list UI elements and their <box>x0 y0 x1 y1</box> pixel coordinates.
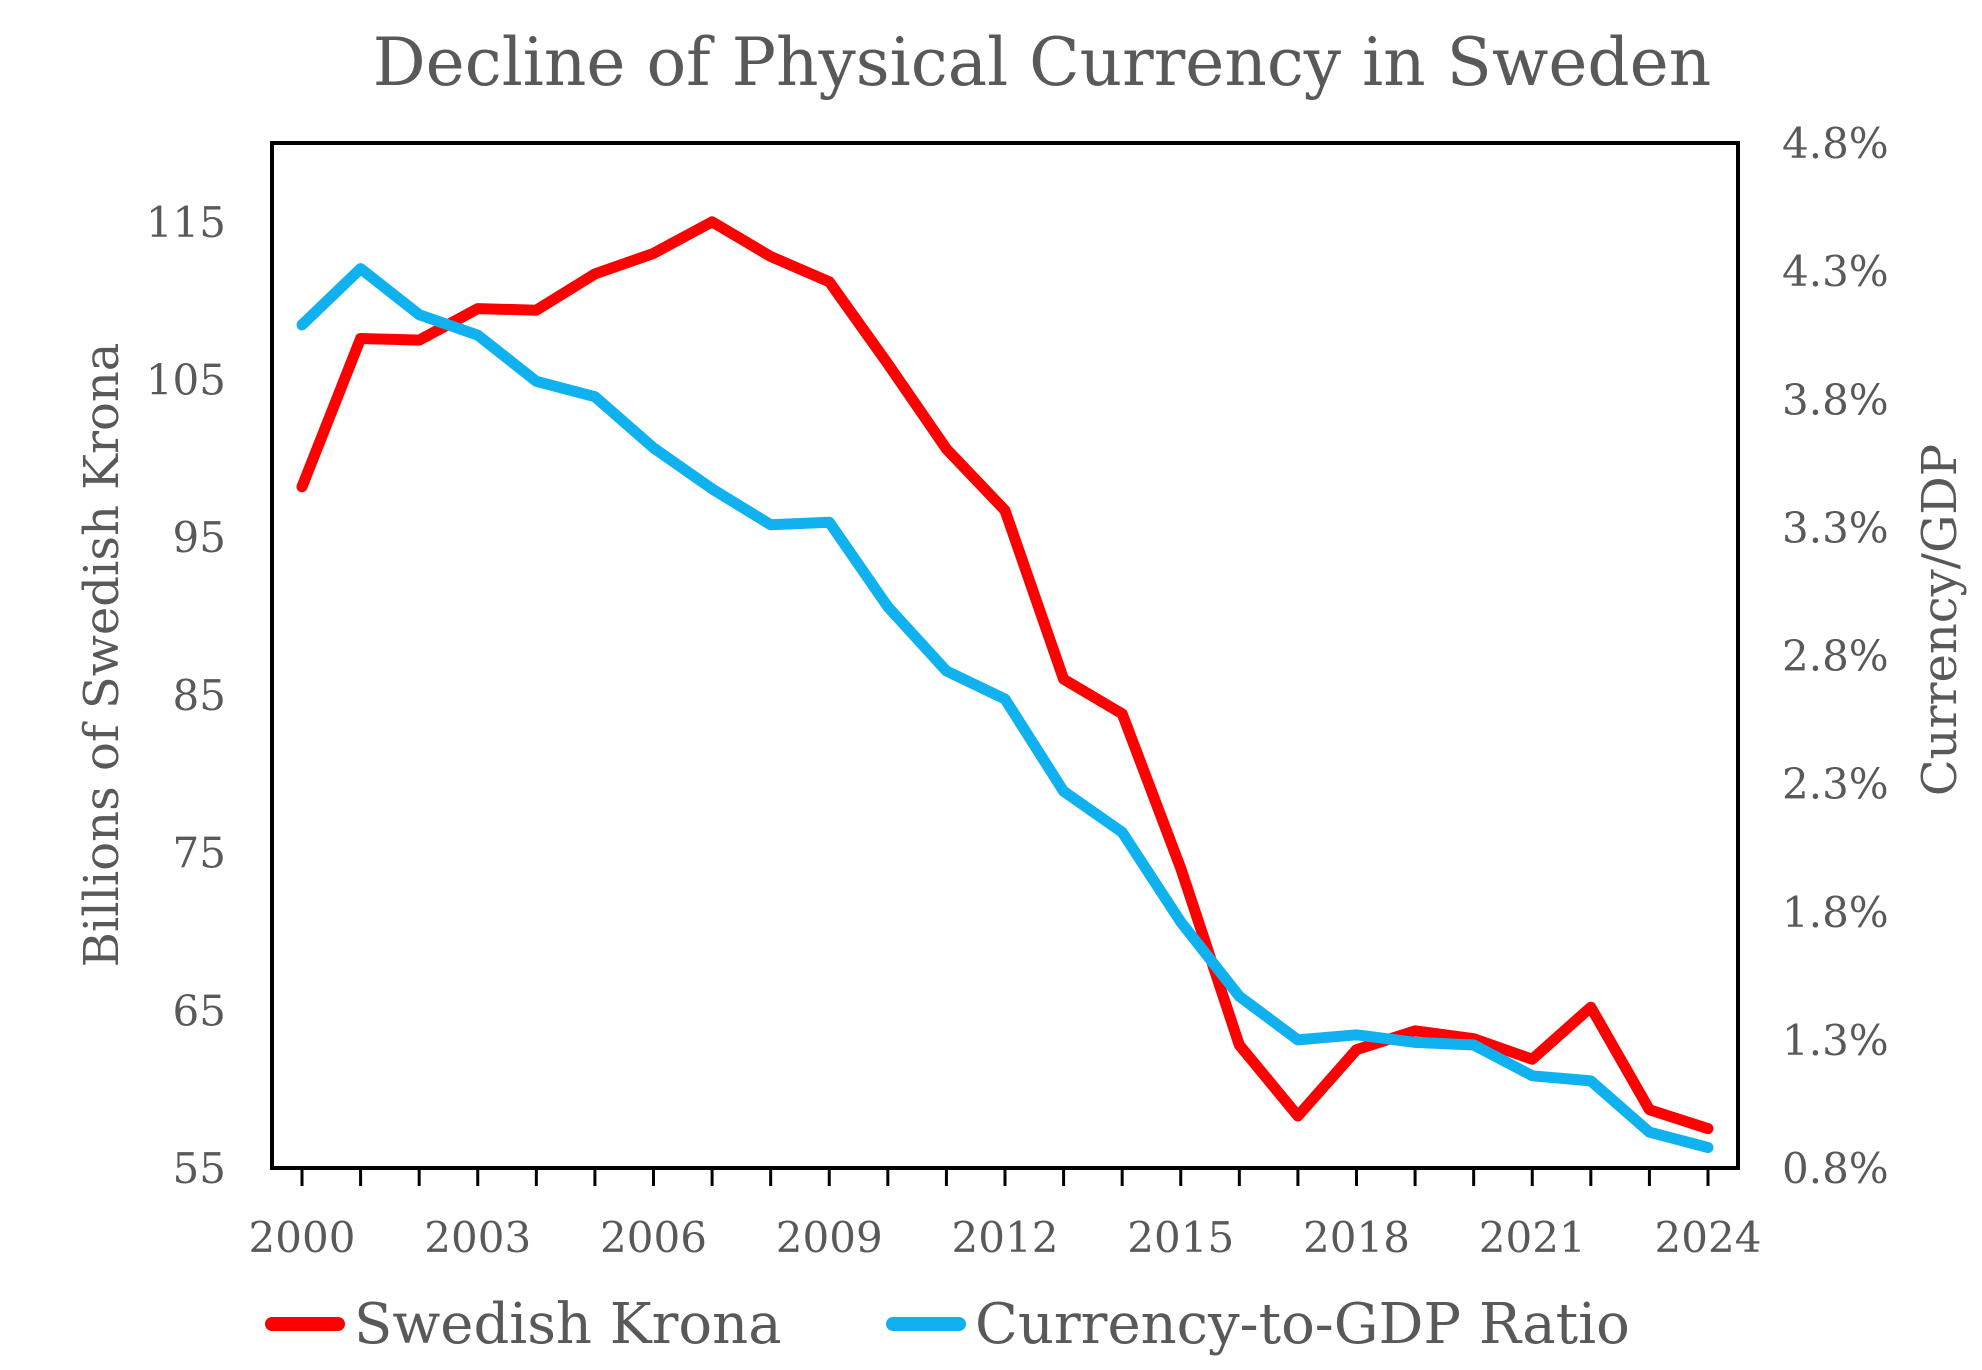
legend-item-currency-to-gdp-ratio: Currency-to-GDP Ratio <box>886 1292 1630 1357</box>
x-tick-label: 2003 <box>424 1213 531 1262</box>
y-tick-label: 75 <box>173 829 226 878</box>
y-tick-label: 85 <box>173 671 226 720</box>
y2-tick-label: 4.8% <box>1782 119 1889 168</box>
series-layer <box>296 216 1714 1153</box>
y-tick-label: 115 <box>146 198 226 247</box>
legend-label-swedish-krona: Swedish Krona <box>354 1292 782 1357</box>
legend-item-swedish-krona: Swedish Krona <box>265 1292 782 1357</box>
x-tick-label: 2000 <box>249 1213 356 1262</box>
y2-tick-label: 4.3% <box>1782 247 1889 296</box>
x-axis-ticks <box>300 1168 1710 1186</box>
y-axis-right-labels: 0.8% 1.3% 1.8% 2.3% 2.8% 3.3% 3.8% 4.3% 4.8% <box>1782 119 1889 1193</box>
legend: Swedish Krona Currency-to-GDP Ratio <box>265 1292 1630 1357</box>
x-tick-label: 2024 <box>1655 1213 1762 1262</box>
legend-label-currency-to-gdp-ratio: Currency-to-GDP Ratio <box>975 1292 1630 1357</box>
y-axis-left-labels: 55 65 75 85 95 105 115 <box>146 198 226 1193</box>
x-tick-label: 2015 <box>1127 1213 1234 1262</box>
y2-tick-label: 1.8% <box>1782 888 1889 937</box>
y2-tick-label: 0.8% <box>1782 1144 1889 1193</box>
y-tick-label: 105 <box>146 356 226 405</box>
x-tick-label: 2006 <box>600 1213 707 1262</box>
series-line-swedish-krona <box>296 216 1714 1135</box>
y-axis-title: Billions of Swedish Krona <box>74 343 130 968</box>
x-tick-label: 2012 <box>952 1213 1059 1262</box>
chart-title: Decline of Physical Currency in Sweden <box>373 24 1712 101</box>
y2-tick-label: 3.8% <box>1782 375 1889 424</box>
y-tick-label: 55 <box>173 1144 226 1193</box>
x-tick-label: 2009 <box>776 1213 883 1262</box>
series-line-currency-to-gdp-ratio <box>296 263 1714 1153</box>
y2-tick-label: 2.8% <box>1782 632 1889 681</box>
y2-tick-label: 3.3% <box>1782 503 1889 552</box>
x-tick-label: 2021 <box>1479 1213 1586 1262</box>
y-tick-label: 95 <box>173 513 226 562</box>
x-tick-label: 2018 <box>1303 1213 1410 1262</box>
y2-tick-label: 1.3% <box>1782 1016 1889 1065</box>
y2-tick-label: 2.3% <box>1782 760 1889 809</box>
plot-area <box>270 141 1740 1170</box>
y2-axis-title: Currency/GDP <box>1912 444 1968 796</box>
y-tick-label: 65 <box>173 986 226 1035</box>
x-axis-labels: 2000 2003 2006 2009 2012 2015 2018 2021 2024 <box>249 1213 1762 1262</box>
